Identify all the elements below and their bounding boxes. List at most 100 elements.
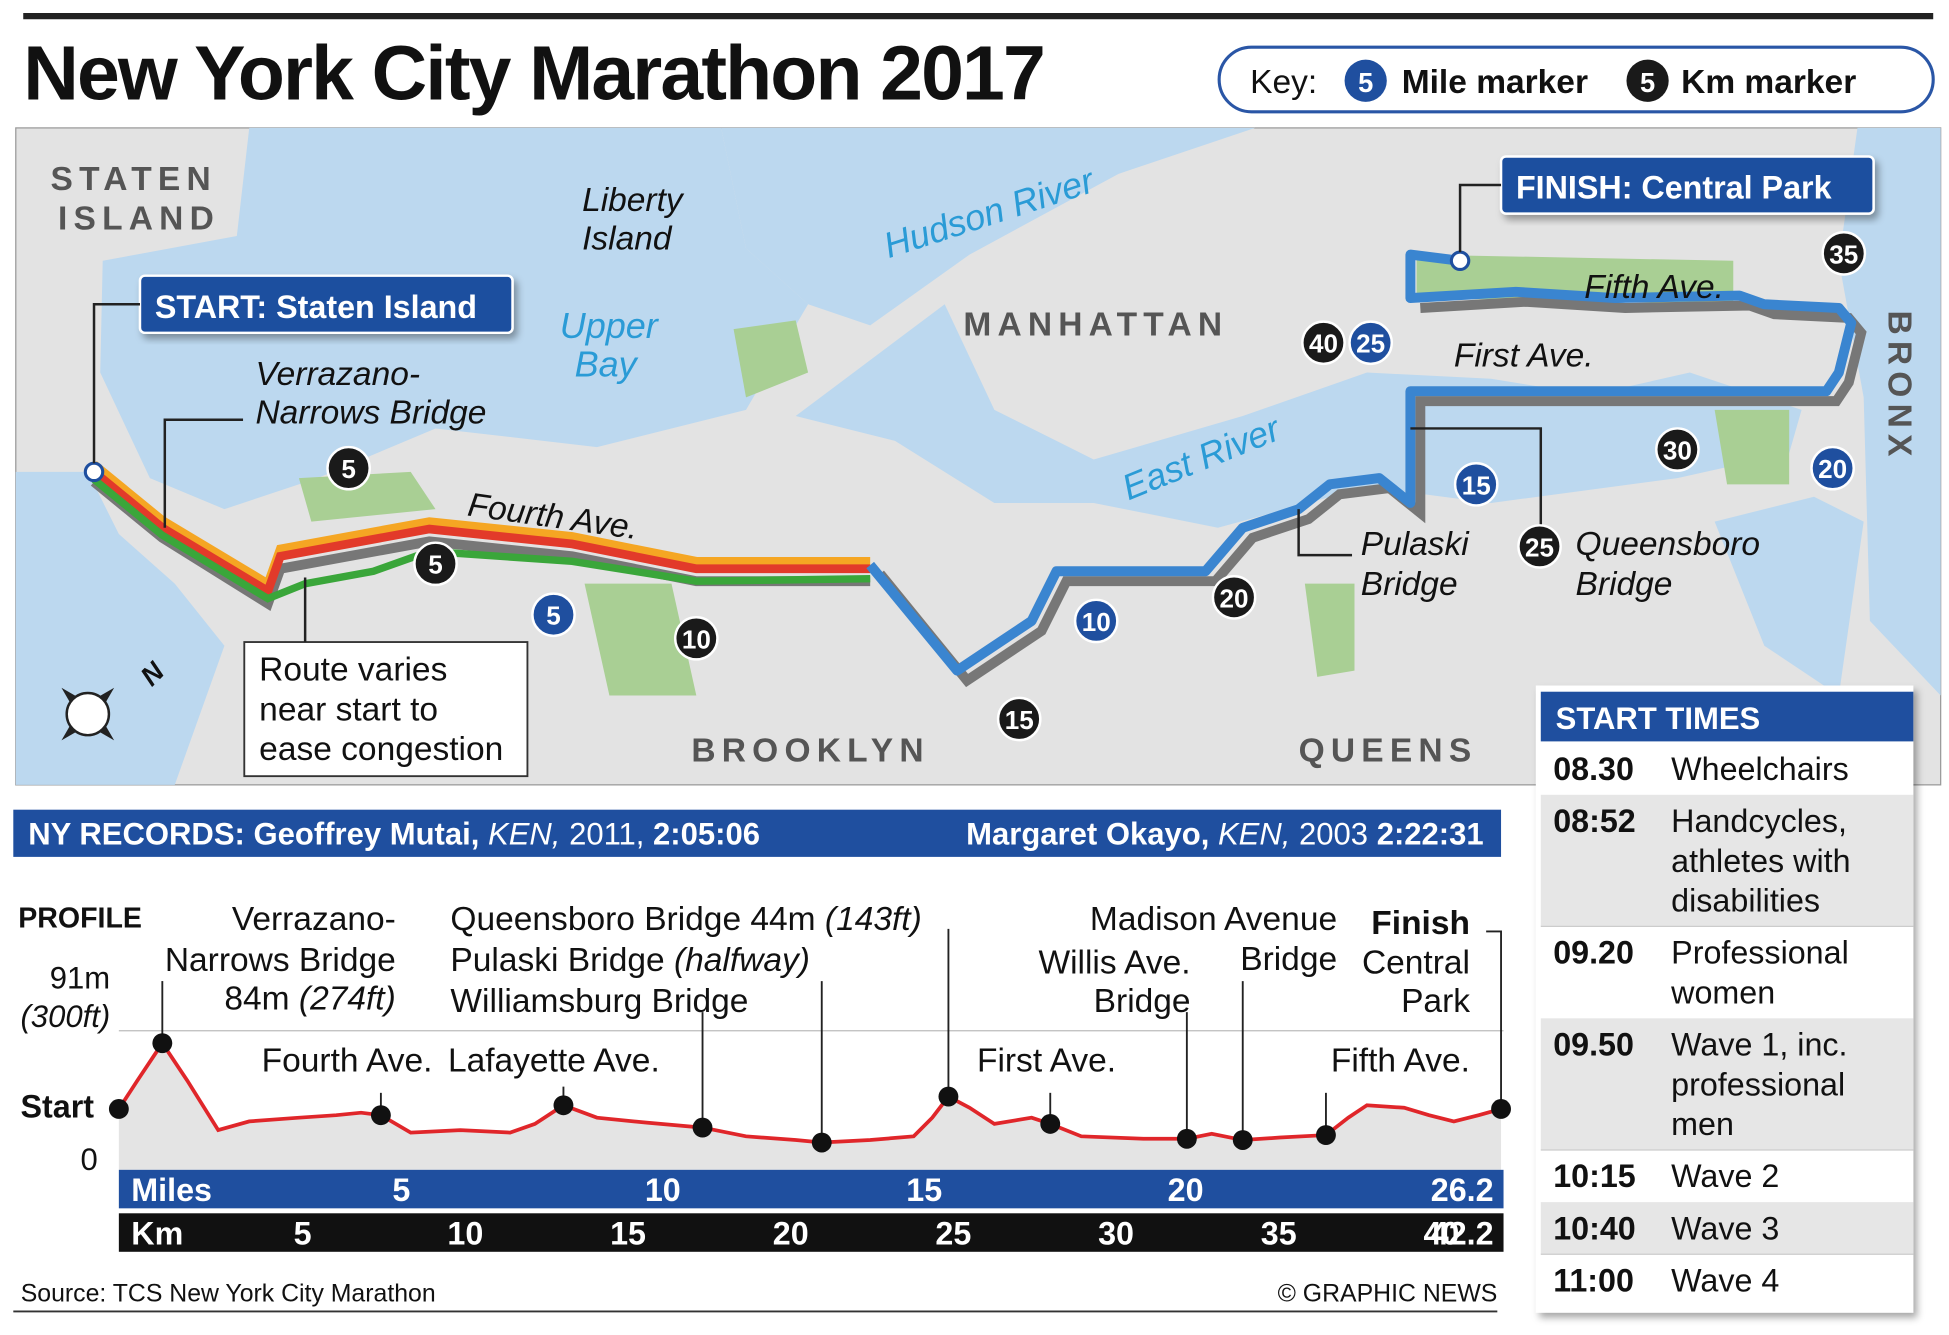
start-label: START: Staten Island [155, 289, 477, 325]
profile-annotation: Queensboro Bridge 44m (143ft) [450, 901, 921, 938]
route-note: Route varies near start to ease congestion [259, 652, 503, 768]
label-line: near start to [259, 691, 438, 728]
row-background [1540, 1202, 1914, 1255]
axis-tick-label: 15 [610, 1215, 646, 1251]
label-line: Liberty [582, 182, 685, 219]
record-time: 2:22:31 [1377, 816, 1484, 851]
start-group: Wave 2 [1671, 1158, 1779, 1194]
finish-point [1449, 250, 1471, 272]
record-year: 2003 [1299, 816, 1368, 851]
axis-tick-label: 25 [935, 1215, 971, 1251]
miles-label: Miles [131, 1172, 212, 1208]
profile-dot [1316, 1125, 1336, 1145]
leader [1458, 183, 1502, 253]
profile-dot [553, 1095, 574, 1116]
km-marker-label: 25 [1525, 532, 1554, 562]
row-background [1540, 1018, 1914, 1150]
mile-marker-label: 10 [1082, 607, 1111, 637]
map-label: Liberty Island [582, 182, 685, 257]
park [1714, 409, 1790, 485]
label-line: Central [1362, 945, 1470, 982]
mile-marker-label: 25 [1356, 329, 1385, 359]
start-time: 09.20 [1553, 935, 1634, 971]
km-marker [1301, 320, 1346, 366]
mile-marker [531, 592, 576, 638]
label-line: STATEN [51, 161, 217, 198]
mile-marker-label: 15 [1462, 470, 1491, 500]
label-line: Queensboro [1576, 526, 1760, 563]
start-time: 10:15 [1553, 1158, 1636, 1194]
start-group: athletes with [1671, 843, 1850, 879]
record-year: 2011, [569, 816, 644, 851]
map-label: Pulaski Bridge [1361, 526, 1471, 603]
label-part: (143ft) [825, 901, 922, 938]
km-key-label: Km marker [1681, 64, 1856, 101]
label-line: Verrazano- [255, 356, 420, 393]
finish-callout: FINISH: Central Park [1499, 155, 1875, 215]
km-bar [118, 1213, 1504, 1252]
route-green [91, 476, 871, 603]
label-line: Upper [560, 305, 660, 346]
profile-annotation: First Ave. [977, 1043, 1116, 1080]
axis-tick-label: 5 [392, 1172, 410, 1208]
label-line: Finish [1371, 905, 1470, 942]
km-marker-label: 35 [1829, 239, 1858, 269]
start-times-header [1540, 691, 1914, 742]
label-line: Madison Avenue [1090, 901, 1337, 938]
profile-zero-label: 0 [80, 1142, 97, 1177]
start-time: 10:40 [1553, 1210, 1636, 1246]
profile-annotation: Madison Avenue Bridge [1090, 901, 1337, 978]
start-group: women [1670, 974, 1775, 1010]
map-label: MANHATTAN [963, 306, 1228, 343]
finish-label: FINISH: Central Park [1516, 170, 1832, 206]
start-point [83, 461, 105, 483]
title: New York City Marathon 2017 [23, 30, 1044, 116]
records-bar [13, 809, 1502, 857]
label-line: Bay [575, 343, 639, 384]
start-group: men [1671, 1106, 1734, 1142]
miles-bar [118, 1169, 1504, 1209]
label-line: ISLAND [58, 201, 220, 238]
label-line: ease congestion [259, 731, 503, 768]
start-group: Wheelchairs [1671, 751, 1849, 787]
markers: 5 10 15 20 25 5 5 10 15 20 25 30 35 40 [326, 230, 1867, 742]
label-line: (300ft) [20, 999, 110, 1034]
start-box [138, 274, 514, 335]
leader [1410, 427, 1543, 528]
label-line: Park [1401, 983, 1470, 1020]
leader [163, 418, 244, 528]
mile-marker-label: 5 [546, 601, 561, 631]
map-label: Upper Bay [560, 305, 660, 384]
start-group: disabilities [1671, 883, 1820, 919]
records-text: NY RECORDS: Geoffrey Mutai, KEN, 2011, 2… [28, 816, 760, 851]
km-marker [673, 615, 719, 661]
label-line: Willis Ave. [1038, 945, 1190, 982]
km-marker-label: 5 [428, 550, 443, 580]
park [1304, 583, 1355, 677]
km-marker [326, 445, 371, 491]
label-line: Narrows Bridge [165, 942, 396, 979]
record-name: Margaret Okayo, [966, 816, 1209, 851]
km-marker [1821, 230, 1867, 276]
axis-tick-label: 10 [645, 1172, 681, 1208]
start-group: professional [1671, 1066, 1845, 1102]
km-icon [1626, 59, 1669, 102]
profile-dot [692, 1117, 713, 1138]
label-line: Bridge [1361, 566, 1458, 603]
axis-tick-label: 10 [447, 1215, 483, 1251]
route-orange [91, 461, 871, 591]
profile-annotation: 84m (274ft) [224, 981, 395, 1018]
compass-ring [65, 691, 111, 737]
key-box [1217, 45, 1935, 114]
mile-marker [1453, 461, 1499, 507]
map-label: BROOKLYN [691, 732, 929, 769]
mile-marker-label: 20 [1818, 454, 1847, 484]
water [1838, 127, 1941, 696]
km-marker-label: 15 [1005, 705, 1034, 735]
profile-start-label: Start [21, 1089, 95, 1125]
start-group: Wave 1, inc. [1671, 1027, 1847, 1063]
label-line: Route varies [259, 652, 447, 689]
profile-annotation: Willis Ave. Bridge [1038, 945, 1190, 1020]
records-text: Margaret Okayo, KEN, 2003 2:22:31 [966, 816, 1484, 851]
profile-annotation: Fifth Ave. [1331, 1043, 1470, 1080]
